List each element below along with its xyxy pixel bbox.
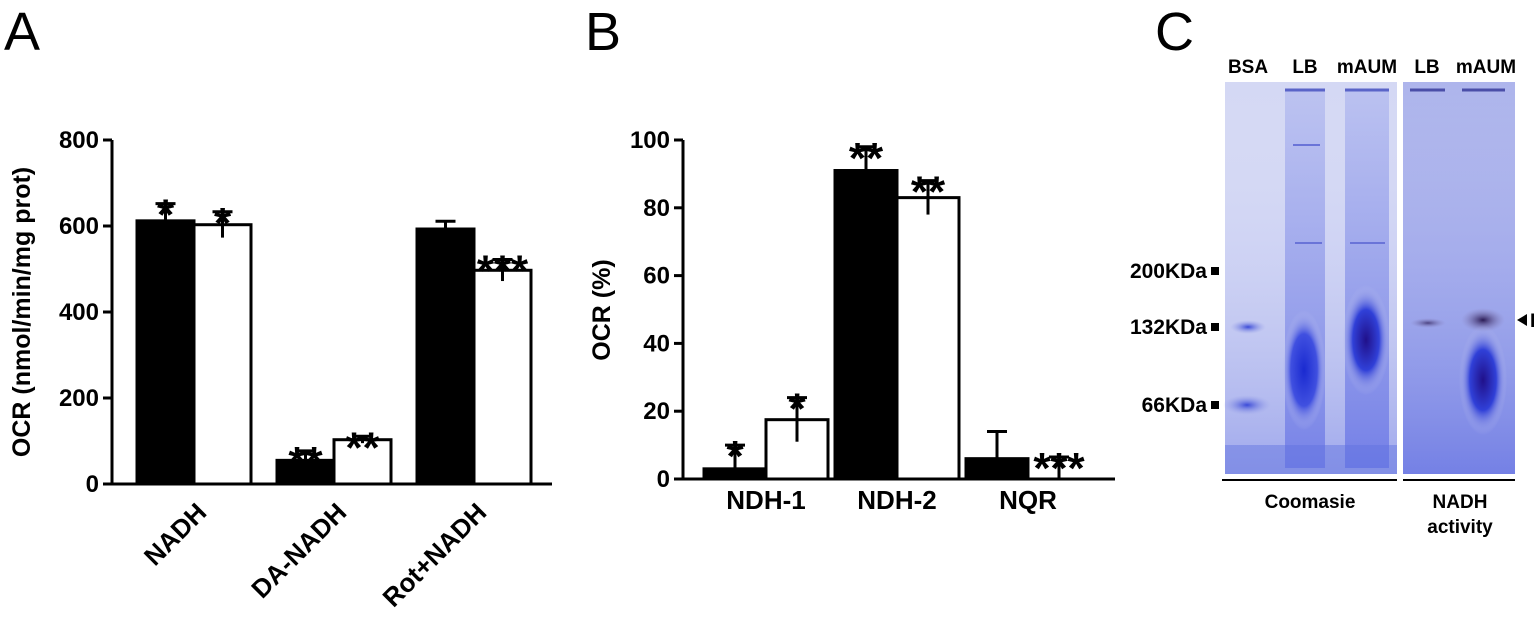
y-tick-label: 0: [86, 471, 99, 498]
significance-marker: **: [345, 423, 380, 472]
y-tick-label: 60: [643, 263, 670, 290]
marker-label-132kda: 132KDa: [1130, 316, 1207, 339]
y-tick-label: 40: [643, 330, 670, 357]
bar: [332, 438, 393, 486]
panel-letter-b: B: [585, 2, 621, 62]
y-tick-label: 200: [59, 385, 99, 412]
y-tick-label: 0: [657, 466, 670, 493]
bar: [415, 227, 476, 486]
marker-label-200kda: 200KDa: [1130, 260, 1207, 283]
coomassie-gel-image: [1223, 82, 1397, 474]
x-category-label: NQR: [999, 485, 1057, 515]
marker-tick: [1211, 323, 1219, 331]
y-tick-label: 600: [59, 213, 99, 240]
significance-marker: *: [788, 385, 806, 434]
x-category-label: Rot+NADH: [377, 497, 493, 613]
significance-marker: **: [288, 438, 323, 487]
lane-label-lb: LB: [1414, 57, 1439, 78]
x-category-label: DA-NADH: [245, 497, 352, 604]
significance-marker: **: [911, 168, 946, 217]
lane-label-maum: mAUM: [1456, 57, 1516, 78]
y-axis-title: OCR (nmol/min/mg prot): [8, 167, 36, 457]
y-tick-label: 20: [643, 398, 670, 425]
bar: [833, 169, 899, 481]
significance-marker: *: [726, 432, 744, 481]
significance-marker: *: [214, 199, 232, 248]
marker-tick: [1211, 401, 1219, 409]
bar: [135, 219, 196, 486]
x-category-label: NDH-2: [857, 485, 936, 515]
band-arrow-icon: [1517, 314, 1527, 326]
band-label: I: [1530, 311, 1535, 332]
lane-label-lb: LB: [1292, 57, 1317, 78]
lane-label-maum: mAUM: [1337, 57, 1397, 78]
significance-marker: ***: [1033, 444, 1085, 493]
bar: [895, 196, 961, 481]
section-label-activity: activity: [1427, 517, 1493, 538]
section-label-coomasie: Coomasie: [1265, 492, 1356, 513]
panel-c: C BSA LB mAUM LB mAUM: [1130, 2, 1535, 538]
lane-label-bsa: BSA: [1228, 57, 1268, 78]
panel-letter-c: C: [1155, 2, 1194, 62]
x-category-label: NADH: [138, 497, 212, 571]
y-axis-title: OCR (%): [588, 259, 616, 360]
y-tick-label: 400: [59, 299, 99, 326]
bar: [192, 223, 253, 486]
y-tick-label: 800: [59, 127, 99, 154]
significance-marker: *: [157, 191, 175, 240]
marker-label-66kda: 66KDa: [1142, 394, 1208, 417]
section-label-nadh: NADH: [1433, 492, 1488, 513]
nadh-activity-gel-image: [1403, 82, 1515, 474]
x-category-label: NDH-1: [726, 485, 805, 515]
y-tick-label: 100: [630, 127, 670, 154]
marker-tick: [1211, 267, 1219, 275]
significance-marker: **: [849, 134, 884, 183]
bar: [472, 268, 533, 486]
y-tick-label: 80: [643, 195, 670, 222]
significance-marker: ***: [477, 247, 529, 296]
panel-letter-a: A: [4, 2, 40, 62]
